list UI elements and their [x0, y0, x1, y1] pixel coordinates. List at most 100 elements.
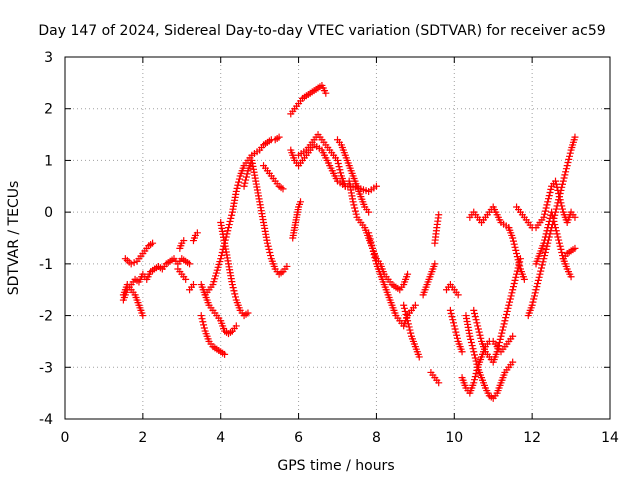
x-tick-label: 6 — [294, 430, 303, 446]
data-point — [264, 242, 272, 250]
data-point — [471, 313, 479, 321]
data-point — [371, 254, 379, 262]
data-point — [552, 227, 560, 235]
x-tick-label: 14 — [601, 430, 619, 446]
data-point — [199, 318, 207, 326]
data-point — [336, 166, 344, 174]
data-point — [337, 169, 345, 177]
data-point — [405, 323, 413, 331]
x-axis-label: GPS time / hours — [277, 458, 394, 474]
data-point — [511, 243, 519, 251]
data-point — [229, 284, 237, 292]
data-point — [189, 281, 197, 289]
data-point — [471, 376, 479, 384]
data-point — [558, 202, 566, 210]
data-point — [510, 280, 518, 288]
data-point — [404, 317, 412, 325]
data-point — [554, 233, 562, 241]
data-point — [502, 314, 510, 322]
data-point — [182, 275, 190, 283]
data-point — [541, 207, 549, 215]
data-point — [544, 221, 552, 229]
data-point — [403, 314, 411, 322]
data-point — [279, 185, 287, 193]
data-point — [541, 210, 549, 218]
data-point — [562, 165, 570, 173]
y-tick-label: 0 — [44, 205, 53, 221]
data-point — [516, 262, 524, 270]
data-point — [369, 244, 377, 252]
data-point — [546, 188, 554, 196]
data-point — [366, 235, 374, 243]
data-point — [551, 221, 559, 229]
data-point — [230, 287, 238, 295]
data-point — [564, 158, 572, 166]
data-point — [499, 323, 507, 331]
data-point — [226, 217, 234, 225]
plot-frame — [64, 56, 611, 420]
data-point — [550, 217, 558, 225]
data-point — [458, 348, 466, 356]
data-point — [451, 325, 459, 333]
data-point — [555, 239, 563, 247]
data-point — [547, 185, 555, 193]
data-point — [542, 230, 550, 238]
data-point — [528, 301, 536, 309]
data-point — [530, 295, 538, 303]
data-point — [267, 252, 275, 260]
data-point — [514, 256, 522, 264]
data-point — [495, 342, 503, 350]
data-point — [472, 357, 480, 365]
data-point — [511, 276, 519, 284]
data-point — [365, 229, 373, 237]
x-tick-label: 10 — [445, 430, 463, 446]
chart-title: Day 147 of 2024, Sidereal Day-to-day VTE… — [38, 23, 605, 39]
data-point — [431, 260, 439, 268]
data-point — [513, 250, 521, 258]
data-point — [350, 201, 358, 209]
data-point — [559, 205, 567, 213]
data-point — [369, 247, 377, 255]
data-point — [372, 257, 380, 265]
data-point — [552, 177, 559, 185]
data-point — [334, 156, 341, 164]
data-point — [571, 244, 579, 252]
data-point — [538, 261, 546, 269]
data-point — [473, 319, 481, 327]
x-tick-label: 4 — [216, 430, 225, 446]
data-point — [231, 290, 239, 298]
data-point — [509, 283, 517, 291]
data-point — [548, 211, 556, 219]
data-point — [553, 183, 561, 191]
data-point — [450, 322, 458, 330]
data-point — [367, 238, 375, 246]
data-point — [502, 311, 510, 319]
data-point — [507, 292, 515, 300]
data-point — [241, 179, 249, 187]
data-point — [503, 307, 511, 315]
data-point — [265, 245, 273, 253]
data-point — [555, 190, 563, 198]
data-point — [234, 181, 242, 189]
data-point — [472, 316, 480, 324]
data-point — [266, 248, 274, 256]
data-point — [449, 316, 457, 324]
data-point — [540, 239, 548, 247]
data-point — [513, 253, 521, 261]
data-point — [452, 328, 460, 336]
data-point — [351, 207, 359, 215]
data-point — [435, 211, 443, 219]
data-point — [435, 379, 443, 387]
y-tick-label: -2 — [39, 309, 53, 325]
y-tick-label: -4 — [39, 412, 53, 428]
data-point — [509, 237, 517, 245]
data-point — [549, 214, 557, 222]
data-point — [474, 325, 482, 333]
data-point — [365, 232, 373, 240]
data-point — [476, 331, 484, 339]
data-point — [544, 224, 552, 232]
data-point — [466, 332, 474, 340]
data-point — [407, 329, 415, 337]
